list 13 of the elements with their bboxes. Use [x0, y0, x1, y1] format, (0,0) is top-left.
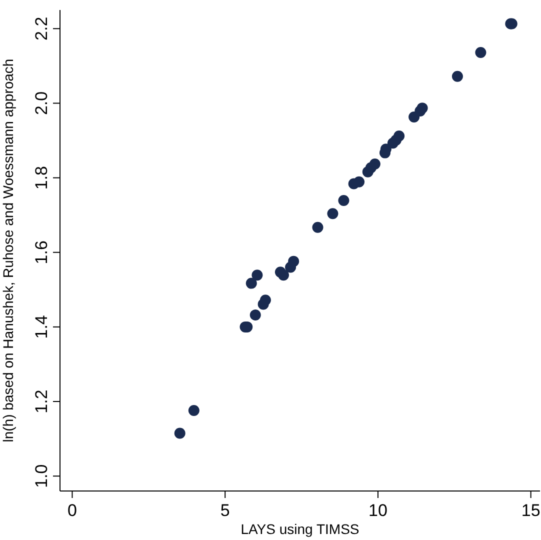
x-tick-label: 15: [521, 501, 540, 520]
x-tick-label: 10: [368, 501, 388, 520]
x-tick-label: 5: [220, 501, 230, 520]
y-tick-label: 2.0: [32, 91, 51, 116]
y-tick-label: 1.6: [32, 240, 51, 264]
x-tick-label: 0: [67, 501, 77, 520]
y-tick-label: 1.8: [32, 166, 51, 190]
y-tick-label: 1.2: [32, 390, 51, 414]
y-tick-label: 1.0: [32, 464, 51, 488]
y-axis-title: ln(h) based on Hanushek, Ruhose and Woessmann approach: [0, 58, 16, 442]
y-tick-label: 2.2: [32, 16, 51, 40]
y-tick-label: 1.4: [32, 315, 51, 339]
x-axis-title: LAYS using TIMSS: [240, 521, 360, 537]
